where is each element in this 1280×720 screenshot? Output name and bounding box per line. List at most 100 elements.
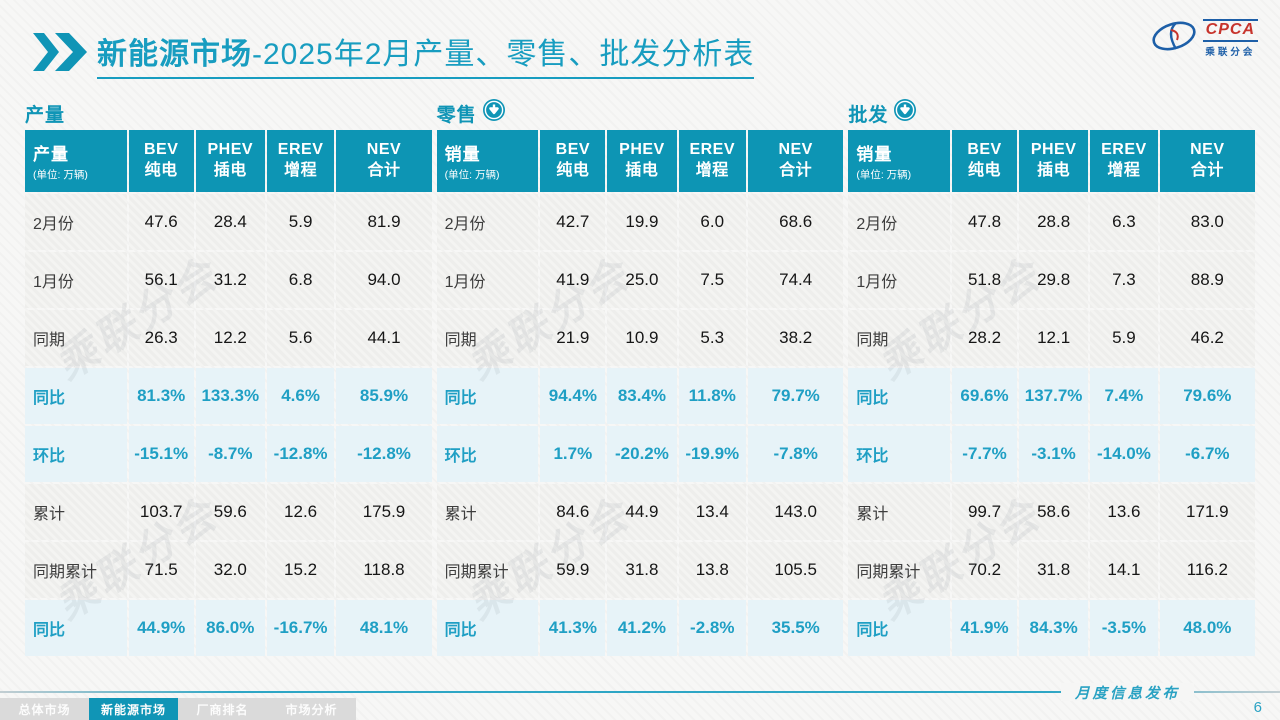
section-label: 零售 — [436, 104, 477, 126]
table-cell: 42.7 — [540, 194, 606, 250]
table-row: 1月份 56.1 31.2 6.8 94.0 — [25, 252, 432, 308]
section-title-wholesale: 批发 — [848, 96, 1255, 130]
table-cell: 12.6 — [266, 484, 335, 540]
tab-manufacturer-ranking[interactable]: 厂商排名 — [196, 702, 249, 717]
row-label: 累计 — [848, 484, 950, 540]
row-label: 同期累计 — [25, 542, 127, 598]
row-label: 同期 — [436, 310, 539, 366]
row-label: 同比 — [848, 600, 950, 656]
table-cell: 47.6 — [128, 194, 194, 250]
table-cell: 44.9 — [607, 484, 677, 540]
table-cell: 31.2 — [195, 252, 265, 308]
row-label: 2月份 — [436, 194, 539, 250]
table-cell: 4.6% — [266, 368, 335, 424]
cpca-emblem-icon — [1150, 16, 1198, 61]
table-cell: 68.6 — [748, 194, 844, 250]
title-rest: -2025年2月产量、零售、批发分析表 — [252, 38, 755, 71]
table-row: 环比 -7.7% -3.1% -14.0% -6.7% — [848, 426, 1255, 482]
table-cell: 143.0 — [748, 484, 844, 540]
row-label: 环比 — [848, 426, 950, 482]
tab-market-analysis[interactable]: 市场分析 — [285, 702, 338, 717]
title-bold: 新能源市场 — [97, 38, 252, 71]
row-label: 2月份 — [848, 194, 950, 250]
row-label: 环比 — [436, 426, 539, 482]
table-row: 同期 21.9 10.9 5.3 38.2 — [436, 310, 844, 366]
footer-divider — [0, 691, 1280, 693]
row-label: 同比 — [25, 368, 127, 424]
table-cell: 44.9% — [128, 600, 194, 656]
table-cell: 38.2 — [748, 310, 844, 366]
publication-label: 月度信息发布 — [1061, 683, 1194, 702]
table-cell: 44.1 — [336, 310, 432, 366]
table-cell: 1.7% — [540, 426, 606, 482]
corner-unit: (单位: 万辆) — [856, 169, 912, 181]
table-cell: 74.4 — [748, 252, 844, 308]
table-cell: 21.9 — [540, 310, 606, 366]
cpca-subtitle: 乘联分会 — [1205, 46, 1256, 58]
tab-nev-market[interactable]: 新能源市场 — [89, 698, 178, 720]
table-cell: 10.9 — [607, 310, 677, 366]
table-cell: 15.2 — [266, 542, 335, 598]
table-row: 同期累计 59.9 31.8 13.8 105.5 — [436, 542, 844, 598]
table-cell: 99.7 — [951, 484, 1018, 540]
table-cell: -12.8% — [336, 426, 432, 482]
table-cell: 85.9% — [336, 368, 432, 424]
table-cell: 175.9 — [336, 484, 432, 540]
table-cell: 6.8 — [266, 252, 335, 308]
table-row: 同比 44.9% 86.0% -16.7% 48.1% — [25, 600, 432, 656]
table-cell: 13.4 — [678, 484, 746, 540]
corner-unit: (单位: 万辆) — [33, 169, 88, 181]
table-cell: 41.2% — [607, 600, 677, 656]
table-cell: -20.2% — [607, 426, 677, 482]
table-cell: 56.1 — [128, 252, 194, 308]
table-cell: 58.6 — [1019, 484, 1089, 540]
row-label: 同比 — [25, 600, 127, 656]
table-row: 1月份 41.9 25.0 7.5 74.4 — [436, 252, 844, 308]
row-label: 同比 — [436, 368, 539, 424]
table-row: 同比 81.3% 133.3% 4.6% 85.9% — [25, 368, 432, 424]
table-cell: 51.8 — [951, 252, 1018, 308]
table-cell: 28.2 — [951, 310, 1018, 366]
table-cell: 12.1 — [1019, 310, 1089, 366]
down-arrow-icon — [894, 99, 917, 127]
table-cell: 13.8 — [678, 542, 746, 598]
corner-header-cell: 销量 (单位: 万辆) — [436, 130, 539, 192]
table-cell: 7.4% — [1090, 368, 1158, 424]
table-cell: 116.2 — [1159, 542, 1255, 598]
column-header-phev: PHEV 插电 — [195, 130, 265, 192]
table-row: 同期累计 71.5 32.0 15.2 118.8 — [25, 542, 432, 598]
table-cell: 83.4% — [607, 368, 677, 424]
table-cell: 46.2 — [1159, 310, 1255, 366]
table-cell: 81.3% — [128, 368, 194, 424]
table-row: 2月份 47.8 28.8 6.3 83.0 — [848, 194, 1255, 250]
wholesale-table-section: 批发 销量 (单位: 万辆) BEV 纯电 PHEV 插电 — [848, 96, 1255, 656]
row-label: 1月份 — [436, 252, 539, 308]
table-row: 同比 41.9% 84.3% -3.5% 48.0% — [848, 600, 1255, 656]
table-cell: 48.0% — [1159, 600, 1255, 656]
table-cell: 6.3 — [1090, 194, 1158, 250]
table-cell: 103.7 — [128, 484, 194, 540]
table-cell: 31.8 — [1019, 542, 1089, 598]
table-cell: 32.0 — [195, 542, 265, 598]
table-cell: 171.9 — [1159, 484, 1255, 540]
page-number: 6 — [1253, 699, 1262, 716]
tables-area: 产量 产量 (单位: 万辆) BEV 纯电 PHEV 插电 EREV 增程 NEV 合计… — [25, 96, 1255, 656]
table-cell: -14.0% — [1090, 426, 1158, 482]
table-cell: -15.1% — [128, 426, 194, 482]
table-cell: 70.2 — [951, 542, 1018, 598]
table-cell: 25.0 — [607, 252, 677, 308]
corner-label: 销量 — [444, 145, 481, 164]
table-row: 累计 99.7 58.6 13.6 171.9 — [848, 484, 1255, 540]
row-label: 累计 — [436, 484, 539, 540]
row-label: 1月份 — [25, 252, 127, 308]
section-label: 批发 — [848, 104, 889, 126]
table-cell: 41.3% — [540, 600, 606, 656]
table-cell: 7.5 — [678, 252, 746, 308]
row-label: 1月份 — [848, 252, 950, 308]
table-cell: 79.6% — [1159, 368, 1255, 424]
tab-overall-market[interactable]: 总体市场 — [18, 702, 71, 717]
table-cell: 59.6 — [195, 484, 265, 540]
table-cell: -3.1% — [1019, 426, 1089, 482]
table-cell: 81.9 — [336, 194, 432, 250]
retail-table-section: 零售 销量 (单位: 万辆) BEV 纯电 PHEV 插电 — [436, 96, 844, 656]
